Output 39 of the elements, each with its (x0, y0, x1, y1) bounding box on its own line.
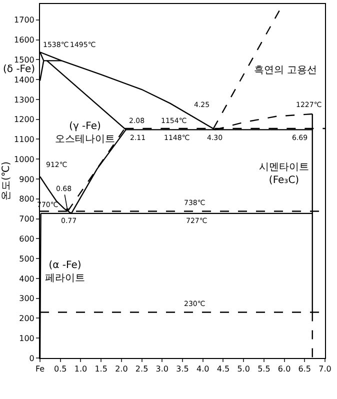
y-tick-label: 800 (19, 194, 34, 204)
y-tick-label: 1600 (14, 36, 34, 45)
y-tick-label: 1100 (14, 135, 34, 144)
x-tick-label: 3.0 (156, 364, 169, 374)
x-tick-label: 6.5 (298, 364, 312, 374)
x-tick-label: 6.0 (278, 364, 291, 374)
y-tick-label: 700 (19, 214, 34, 224)
annotation: 흑연의 고용선 (254, 65, 318, 76)
x-tick-label: 3.5 (176, 364, 189, 374)
y-tick-label: 1000 (14, 154, 34, 164)
x-tick-label: Fe (35, 364, 45, 374)
x-tick-label: 1.5 (94, 364, 108, 374)
x-tick-label: 2.5 (135, 364, 148, 374)
text: (δ -Fe) (3, 64, 36, 75)
y-tick-label: 1400 (14, 75, 34, 84)
y-tick-label: 200 (19, 314, 34, 324)
y-tick-label: 1200 (14, 115, 34, 124)
x-tick-label: 2.0 (115, 364, 128, 374)
x-tick-label: 5.0 (237, 364, 250, 374)
y-tick-label: 400 (19, 274, 34, 284)
y-tick-label: 1500 (14, 55, 34, 64)
y-tick-label: 100 (19, 334, 34, 343)
x-tick-label: 4.5 (216, 364, 230, 374)
y-axis-title: 온도(℃) (1, 161, 12, 201)
y-tick-label: 500 (19, 254, 34, 264)
x-tick-label: 0.5 (54, 364, 67, 374)
annotation: (α -Fe) 페라이트 (45, 260, 85, 284)
annotation: (γ -Fe) 오스테나이트 (55, 121, 115, 145)
x-tick-label: 1.0 (74, 364, 88, 374)
annotation: 시멘타이트 (Fe₃C) (259, 162, 309, 186)
y-tick-label: 300 (19, 294, 34, 304)
x-tick-label: 4.0 (196, 364, 210, 374)
y-tick-label: 900 (19, 174, 34, 184)
x-tick-label: 7.0 (318, 364, 332, 374)
x-tick-label: 5.5 (258, 364, 270, 374)
y-tick-label: 1700 (14, 16, 34, 25)
y-tick-label: 600 (19, 234, 34, 244)
y-tick-label: 0 (29, 354, 34, 363)
y-tick-label: 1300 (14, 95, 34, 104)
